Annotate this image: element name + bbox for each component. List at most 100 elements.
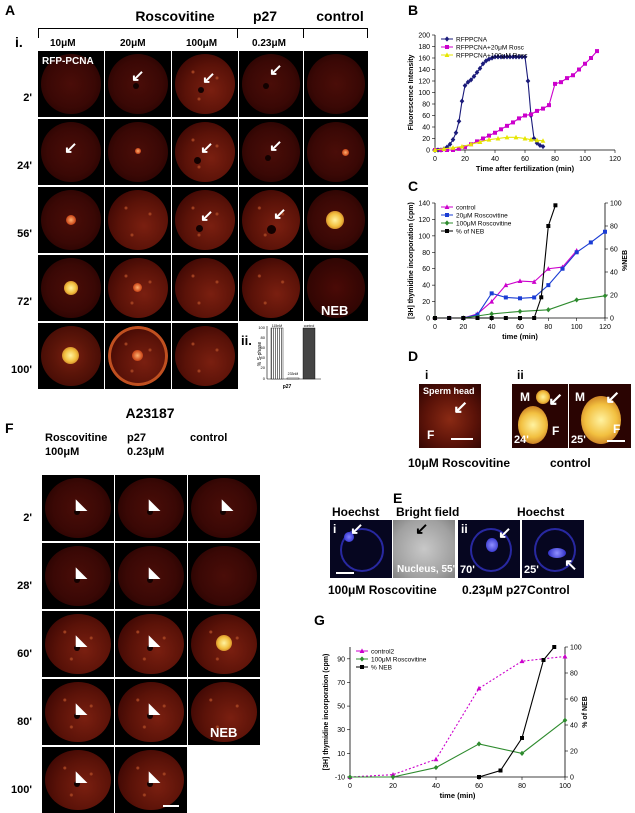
data-point <box>540 138 546 143</box>
data-point <box>444 36 450 42</box>
data-point <box>433 764 439 771</box>
panel-D-ii: ii <box>517 368 524 382</box>
arrow-icon: ↙ <box>350 521 364 538</box>
data-point <box>468 77 474 83</box>
x-tick-label: 60 <box>475 783 483 790</box>
data-point <box>461 316 466 320</box>
panel-E-ii: ii <box>461 522 468 536</box>
data-point <box>499 127 503 132</box>
data-point <box>534 137 540 143</box>
y-tick-label: 80 <box>422 250 430 257</box>
series-line <box>478 646 555 778</box>
data-point <box>546 307 551 313</box>
x-axis-label: time (min) <box>440 791 476 800</box>
inset-xlabel: p27 <box>283 384 292 390</box>
data-point <box>523 113 527 118</box>
time-25-label: 25' <box>571 434 586 446</box>
micrograph-cell: ↙ <box>172 187 238 253</box>
data-point <box>489 298 495 304</box>
sperm-head-micrograph: Sperm head ↙ F <box>419 384 481 448</box>
micrograph-cell <box>188 543 260 609</box>
header-bracket <box>38 28 368 37</box>
arrowhead-icon: ◣ <box>149 564 160 580</box>
y-tick-label: 120 <box>418 217 430 224</box>
arrow-icon: ↙ <box>453 397 469 417</box>
data-point <box>459 98 465 104</box>
x-tick-label: 40 <box>432 783 440 790</box>
col-p27: p27 <box>127 432 146 444</box>
time-24-label: 24' <box>514 434 529 446</box>
panel-E-i: i <box>333 522 337 536</box>
x-axis-label: time (min) <box>502 332 538 341</box>
y2-tick-label: 80 <box>610 224 618 231</box>
bright-field-label: Bright field <box>396 505 460 519</box>
micrograph-cell: ◣ <box>115 679 187 745</box>
data-point <box>525 78 531 84</box>
data-point <box>487 133 491 138</box>
panel-E-letter: E <box>393 490 403 506</box>
data-point <box>562 653 568 659</box>
female-pronucleus-label: F <box>427 428 435 442</box>
data-point <box>511 120 515 125</box>
micrograph-cell: ↙ <box>239 119 303 185</box>
x-tick-label: 20 <box>459 324 467 331</box>
data-point <box>475 316 480 320</box>
roscovitine-header: Roscovitine <box>135 8 215 24</box>
arrow-icon: ↖ <box>564 557 578 574</box>
arrowhead-icon: ◣ <box>149 496 160 512</box>
time-label: 100' <box>11 364 32 376</box>
panel-E-caption-1: 100μM Roscovitine <box>328 583 437 597</box>
micrograph-cell <box>105 119 171 185</box>
y2-tick-label: 60 <box>610 247 618 254</box>
x-tick-label: 100 <box>571 324 583 331</box>
data-point <box>486 137 492 142</box>
y-tick-label: 140 <box>418 67 430 74</box>
data-point <box>574 297 579 303</box>
data-point <box>518 296 522 301</box>
y-tick-label: 80 <box>422 102 430 109</box>
inset-bar-label: 233nM <box>288 372 299 376</box>
micrograph-cell: ↙ <box>172 119 238 185</box>
p27-header: p27 <box>252 8 278 24</box>
time-label: 2' <box>23 92 32 104</box>
data-point <box>457 146 461 151</box>
data-point <box>432 147 438 152</box>
legend-label: RFPPCNA+100μM Rosc <box>456 53 528 60</box>
data-point <box>588 240 593 245</box>
y2-axis-label: %NEB <box>622 250 629 271</box>
y-tick-label: 40 <box>422 283 430 290</box>
micrograph-cell <box>304 119 368 185</box>
micrograph-cell: ◣ <box>42 475 114 541</box>
y-tick-label: 60 <box>422 266 430 273</box>
y2-tick-label: 0 <box>570 775 574 782</box>
data-point <box>535 108 539 113</box>
arrowhead-icon: ◣ <box>76 632 87 648</box>
conc-label: 10μM <box>50 38 76 49</box>
y2-tick-label: 20 <box>570 749 578 756</box>
panel-F-title: A23187 <box>125 405 175 421</box>
data-point <box>444 220 450 226</box>
data-point <box>503 295 508 300</box>
data-point <box>546 283 551 288</box>
y2-tick-label: 20 <box>610 293 618 300</box>
data-point <box>447 316 452 320</box>
chart-G: 0 20 40 60 80 100 -10 10 30 50 70 90 0 20 40 60 80 100 tim… <box>323 645 589 801</box>
data-point <box>445 213 449 217</box>
micrograph-cell <box>172 255 238 321</box>
micrograph-cell: ◣ <box>42 747 114 813</box>
time-label: 80' <box>17 716 32 728</box>
panel-D-caption-left: 10μM Roscovitine <box>408 456 511 470</box>
panel-D-caption-right: control <box>550 456 591 470</box>
micrograph-cell: ◣ <box>115 475 187 541</box>
data-point <box>477 65 483 71</box>
data-point <box>504 134 510 140</box>
x-tick-label: 80 <box>551 156 559 163</box>
female-pronucleus-label: F <box>552 424 560 438</box>
y-tick-label: 140 <box>418 201 430 208</box>
legend-label: control2 <box>371 649 395 656</box>
x-tick-label: 40 <box>488 324 496 331</box>
data-point <box>495 54 501 60</box>
micrograph-cell <box>239 255 303 321</box>
svg-text:40: 40 <box>261 355 266 360</box>
data-point <box>451 148 455 152</box>
